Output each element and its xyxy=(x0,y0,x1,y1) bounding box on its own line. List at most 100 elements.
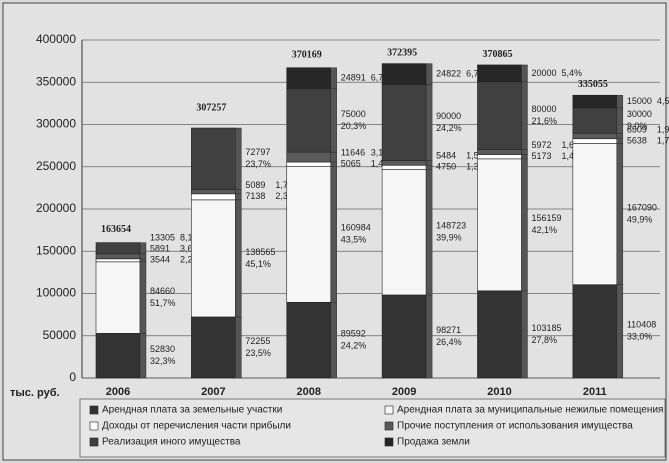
bar-side xyxy=(425,165,433,170)
total-label: 372395 xyxy=(387,48,417,59)
bar-segment xyxy=(572,94,618,109)
y-tick-label: 150000 xyxy=(36,243,76,257)
value-label: 13305 xyxy=(150,233,175,243)
legend-box xyxy=(79,398,666,458)
bar-side xyxy=(330,88,337,153)
bar-side xyxy=(235,199,242,318)
percent-label: 27,8% xyxy=(531,335,557,345)
bar-segment xyxy=(191,127,236,190)
legend-swatch xyxy=(384,405,394,415)
value-label: 75000 xyxy=(341,109,366,119)
value-label: 160984 xyxy=(341,223,371,233)
bar-segment xyxy=(477,154,522,160)
bar-segment xyxy=(95,242,141,255)
percent-label: 21,6% xyxy=(531,116,557,126)
bar-segment xyxy=(477,290,522,379)
value-label: 148723 xyxy=(436,221,466,231)
value-label: 72255 xyxy=(245,336,270,346)
bar-side xyxy=(616,133,624,139)
value-label: 4750 xyxy=(436,162,456,172)
percent-label: 23,5% xyxy=(245,348,271,358)
y-tick-label: 250000 xyxy=(36,159,76,173)
bar-segment xyxy=(286,301,332,379)
percent-label: 51,7% xyxy=(150,298,176,308)
bar-segment xyxy=(95,253,141,260)
total-label: 335055 xyxy=(578,79,608,90)
bar-side xyxy=(616,143,624,285)
y-tick-label: 50000 xyxy=(43,328,77,342)
total-label: 370865 xyxy=(482,49,512,60)
legend-swatch xyxy=(384,437,394,447)
legend-swatch xyxy=(89,437,99,447)
percent-label: 42,1% xyxy=(531,225,557,235)
value-label: 5972 xyxy=(531,140,551,150)
percent-label: 3,6% xyxy=(180,244,201,254)
x-tick-label: 2009 xyxy=(392,386,416,398)
bar-segment xyxy=(191,316,236,379)
bar-segment xyxy=(381,164,427,170)
value-label: 20000 xyxy=(531,68,556,78)
bar-segment xyxy=(191,199,236,318)
value-label: 103185 xyxy=(531,323,561,333)
bar-segment xyxy=(286,165,332,303)
bar-side xyxy=(330,302,337,379)
bar-segment xyxy=(381,63,427,85)
bar-segment xyxy=(286,151,332,163)
value-label: 7138 xyxy=(245,191,265,201)
percent-label: 39,9% xyxy=(436,233,462,243)
percent-label: 1,7% xyxy=(275,180,296,190)
bar-side xyxy=(139,258,147,263)
bar-side xyxy=(425,169,433,296)
bar-segment xyxy=(286,88,332,153)
value-label: 5089 xyxy=(245,180,265,190)
x-tick-label: 2008 xyxy=(296,386,320,398)
percent-label: 3,1% xyxy=(371,147,392,157)
percent-label: 26,4% xyxy=(436,337,462,347)
value-label: 52830 xyxy=(150,344,175,354)
bar-side xyxy=(425,63,433,85)
value-label: 84660 xyxy=(150,286,175,296)
bar-segment xyxy=(477,64,522,83)
value-label: 30000 xyxy=(627,109,652,119)
y-tick-label: 400000 xyxy=(36,32,76,46)
value-label: 6509 xyxy=(627,125,647,135)
legend-swatch xyxy=(89,405,99,415)
x-tick-label: 2010 xyxy=(487,386,511,398)
bar-segment xyxy=(477,149,522,155)
legend-label: Прочие поступления от использования имущ… xyxy=(397,421,633,432)
value-label: 5484 xyxy=(436,151,456,161)
percent-label: 33,0% xyxy=(627,332,653,342)
percent-label: 4,5% xyxy=(657,96,669,106)
bar-segment xyxy=(572,107,618,134)
bar-segment xyxy=(572,143,618,286)
bar-side xyxy=(521,290,528,379)
bar-segment xyxy=(191,189,236,195)
value-label: 80000 xyxy=(531,104,556,114)
percent-label: 1,7% xyxy=(657,136,669,146)
percent-label: 6,7% xyxy=(371,73,392,83)
percent-label: 20,3% xyxy=(341,121,367,131)
bar-side xyxy=(139,242,147,255)
legend-swatch xyxy=(89,421,99,431)
bar-side xyxy=(330,67,337,89)
percent-label: 2,3% xyxy=(275,191,296,201)
value-label: 15000 xyxy=(627,96,652,106)
value-label: 90000 xyxy=(436,111,461,121)
bar-side xyxy=(139,333,147,379)
x-tick-label: 2006 xyxy=(106,386,130,398)
value-label: 24822 xyxy=(436,68,461,78)
value-label: 5065 xyxy=(341,158,361,168)
value-label: 167090 xyxy=(627,202,657,212)
bar-segment xyxy=(381,160,427,166)
bar-side xyxy=(521,81,528,150)
percent-label: 32,3% xyxy=(150,356,176,366)
value-label: 89592 xyxy=(341,329,366,339)
legend-label: Арендная плата за муниципальные нежилые … xyxy=(397,405,663,416)
percent-label: 1,9% xyxy=(657,125,669,135)
value-label: 11646 xyxy=(341,147,365,157)
percent-label: 49,9% xyxy=(627,214,653,224)
bar-side xyxy=(616,284,624,379)
value-label: 5173 xyxy=(531,151,551,161)
bar-side xyxy=(521,149,528,155)
x-tick-label: 2007 xyxy=(201,386,225,398)
